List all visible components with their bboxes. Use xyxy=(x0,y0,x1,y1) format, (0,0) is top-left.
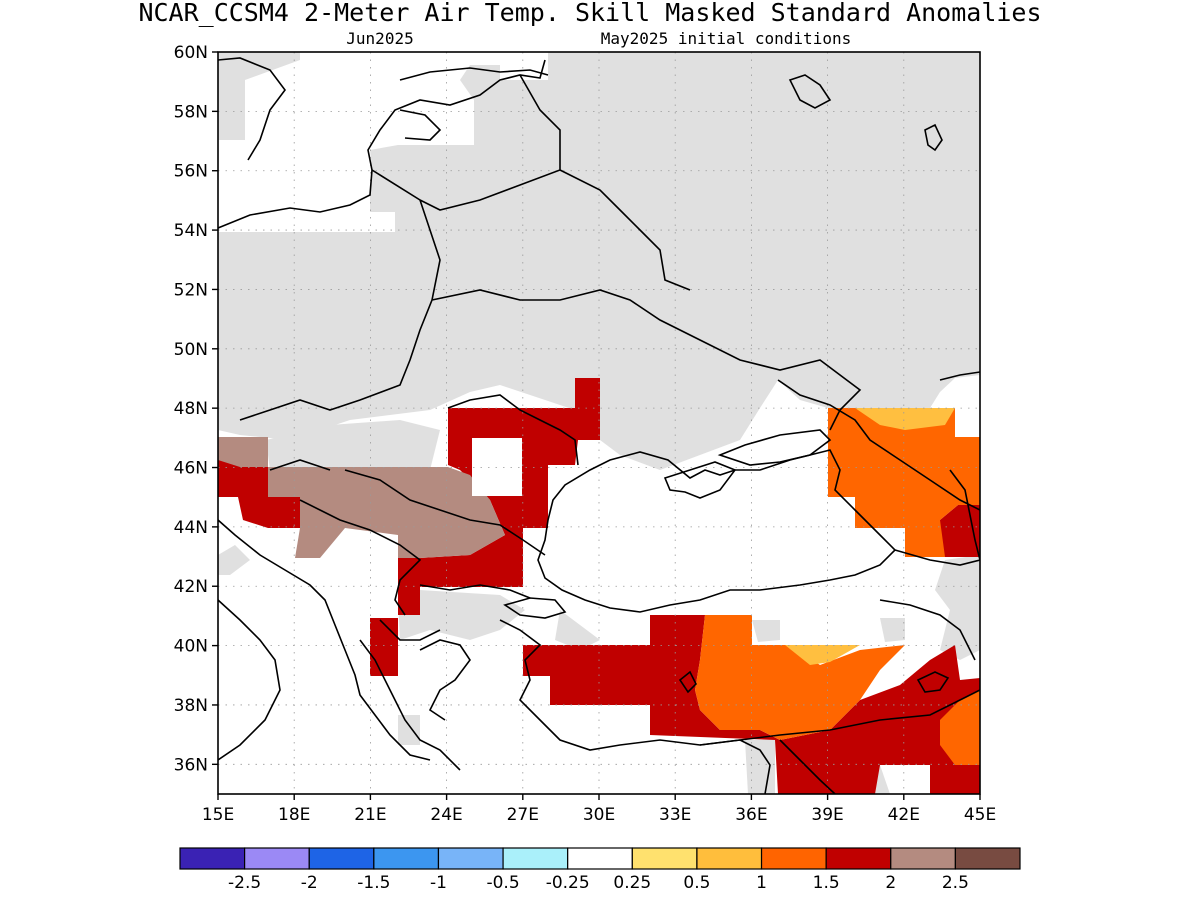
caspian-coast xyxy=(939,371,980,561)
sweden-coast xyxy=(218,57,286,161)
x-tick-label: 24E xyxy=(430,805,462,825)
x-tick-label: 18E xyxy=(278,805,310,825)
colorbar-swatch xyxy=(954,847,1021,870)
colorbar-label: -2 xyxy=(301,873,318,893)
colorbar xyxy=(179,847,1021,870)
y-tick-label: 60N xyxy=(174,43,208,63)
anomaly-0.5-1-region xyxy=(785,408,955,665)
crimea-coast xyxy=(663,461,737,499)
turkey-west-coast xyxy=(499,619,741,751)
y-tick-label: 56N xyxy=(174,162,208,182)
colorbar-swatch xyxy=(308,847,375,870)
colorbar-swatch xyxy=(696,847,763,870)
map-subtitle-init: May2025 initial conditions xyxy=(601,29,851,48)
longitude-ticks: 15E 18E 21E 24E 27E 30E 33E 36E 39E 42E 45E xyxy=(202,794,996,825)
x-tick-label: 15E xyxy=(202,805,234,825)
azov-coast xyxy=(717,429,832,466)
colorbar-swatch xyxy=(244,847,310,870)
x-tick-label: 30E xyxy=(583,805,615,825)
x-tick-label: 39E xyxy=(811,805,843,825)
colorbar-label: -0.25 xyxy=(546,873,590,893)
colorbar-swatch xyxy=(760,847,827,870)
y-tick-label: 44N xyxy=(174,518,208,538)
y-tick-label: 46N xyxy=(174,459,208,479)
x-tick-label: 45E xyxy=(964,805,996,825)
y-tick-label: 40N xyxy=(174,637,208,657)
gulf-of-finland xyxy=(399,67,549,81)
y-tick-label: 52N xyxy=(174,280,208,300)
y-tick-label: 42N xyxy=(174,577,208,597)
y-tick-label: 50N xyxy=(174,340,208,360)
map-title: NCAR_CCSM4 2-Meter Air Temp. Skill Maske… xyxy=(138,0,1041,27)
country-borders xyxy=(239,74,980,794)
colorbar-swatch xyxy=(825,847,892,870)
greece-coast xyxy=(359,639,471,771)
gulf-of-riga xyxy=(399,109,442,141)
colorbar-label: 2.5 xyxy=(942,873,969,893)
rybinsk-lake xyxy=(924,123,943,152)
colorbar-swatch xyxy=(567,847,633,870)
y-tick-label: 48N xyxy=(174,399,208,419)
coastlines-borders xyxy=(218,57,980,794)
anomaly-2-2.5-region xyxy=(218,437,522,558)
black-sea-coast xyxy=(537,449,897,613)
colorbar-swatch xyxy=(502,847,569,870)
x-tick-label: 33E xyxy=(659,805,691,825)
colorbar-label: 0.25 xyxy=(613,873,651,893)
colorbar-labels: -2.5 -2 -1.5 -1 -0.5 -0.25 0.25 0.5 1 1.5 2 2.5 xyxy=(228,873,969,893)
colorbar-label: 0.5 xyxy=(683,873,710,893)
lake-tuz xyxy=(678,670,697,694)
colorbar-label: 1.5 xyxy=(813,873,840,893)
colorbar-swatch xyxy=(437,847,504,870)
lake-van xyxy=(916,671,950,693)
colorbar-label: -2.5 xyxy=(228,873,261,893)
italy-coast xyxy=(218,599,281,761)
colorbar-swatch xyxy=(179,847,246,870)
colorbar-swatch xyxy=(890,847,956,870)
latitude-ticks: 60N 58N 56N 54N 52N 50N 48N 46N 44N 42N 40N 38N 36N xyxy=(174,43,218,775)
colorbar-label: 1 xyxy=(756,873,767,893)
map-area xyxy=(218,52,980,794)
levant-coast xyxy=(739,739,771,794)
baltic-coast xyxy=(218,59,546,229)
colorbar-label: -1 xyxy=(430,873,447,893)
adriatic-coast xyxy=(218,519,431,761)
x-tick-label: 21E xyxy=(354,805,386,825)
y-tick-label: 58N xyxy=(174,102,208,122)
y-tick-label: 38N xyxy=(174,696,208,716)
anomaly-1-1.5-region xyxy=(695,408,980,765)
x-tick-label: 27E xyxy=(507,805,539,825)
map-subtitle-period: Jun2025 xyxy=(346,29,413,48)
x-tick-label: 36E xyxy=(735,805,767,825)
colorbar-label: -0.5 xyxy=(486,873,519,893)
colorbar-label: 2 xyxy=(885,873,896,893)
lake-ladoga xyxy=(788,74,832,109)
colorbar-swatch xyxy=(631,847,698,870)
colorbar-label: -1.5 xyxy=(357,873,390,893)
y-tick-label: 54N xyxy=(174,221,208,241)
y-tick-label: 36N xyxy=(174,755,208,775)
colorbar-swatch xyxy=(373,847,440,870)
x-tick-label: 42E xyxy=(888,805,920,825)
